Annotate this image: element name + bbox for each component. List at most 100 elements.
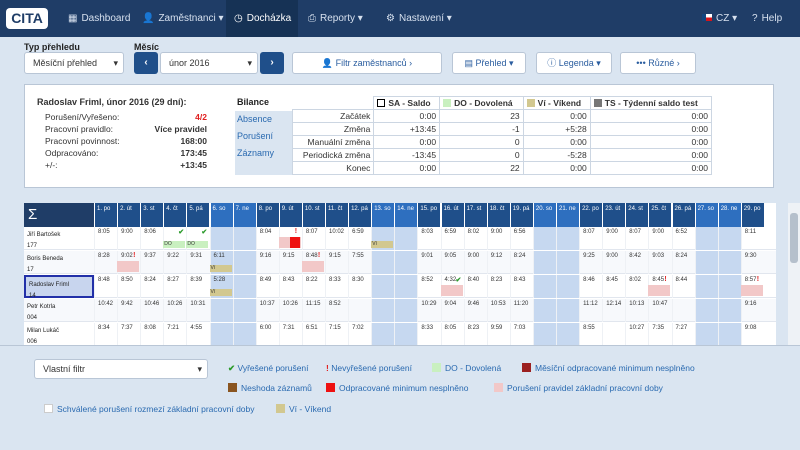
day-cell[interactable]: 9:16 — [740, 299, 764, 322]
day-cell[interactable]: 7:31 — [278, 323, 302, 345]
tab-balance[interactable]: Bilance — [235, 94, 292, 111]
day-cell[interactable]: 9:12 — [486, 251, 510, 274]
employee-cell[interactable]: Jiří Bartošek 177 — [24, 227, 94, 250]
month-select[interactable]: únor 2016 ▾ — [160, 52, 258, 74]
day-cell[interactable] — [232, 275, 256, 298]
day-cell[interactable]: 9:42 — [117, 299, 140, 322]
day-cell[interactable] — [694, 227, 718, 250]
day-cell[interactable]: 9:15 — [325, 251, 348, 274]
employee-cell[interactable]: Milan Lukáč 006 — [24, 323, 94, 345]
day-cell[interactable]: 8:07 — [625, 227, 648, 250]
day-cell[interactable]: 9:00 — [602, 227, 625, 250]
day-cell[interactable]: 6:51 — [301, 323, 325, 345]
day-cell[interactable]: 7:27 — [671, 323, 695, 345]
day-cell[interactable]: 8:23 — [463, 323, 487, 345]
filter-employees-button[interactable]: 👤 Filtr zaměstnanců › — [292, 52, 442, 74]
day-cell[interactable]: 10:02 — [325, 227, 348, 250]
day-cell[interactable]: 10:26 — [278, 299, 302, 322]
legend-button[interactable]: ⓘ Legenda ▾ — [536, 52, 612, 74]
day-cell[interactable]: 8:52 — [417, 275, 440, 298]
day-cell[interactable] — [556, 251, 579, 274]
day-cell[interactable]: 8:03 — [417, 227, 440, 250]
day-cell[interactable]: 8:24 — [671, 251, 695, 274]
day-cell[interactable] — [532, 227, 556, 250]
day-cell[interactable]: 8:05 — [440, 323, 464, 345]
day-cell[interactable]: 8:44 — [671, 275, 695, 298]
day-cell[interactable] — [694, 299, 718, 322]
day-cell[interactable]: 8:52 — [325, 299, 348, 322]
day-cell[interactable]: 10:13 — [625, 299, 648, 322]
tab-absence[interactable]: Absence — [235, 111, 292, 128]
day-cell[interactable]: 8:46 — [579, 275, 602, 298]
day-cell[interactable]: 10:26 — [163, 299, 186, 322]
day-cell[interactable]: 8:02 — [625, 275, 648, 298]
day-cell[interactable]: 8:43 — [278, 275, 302, 298]
day-cell[interactable]: 7:55 — [348, 251, 371, 274]
custom-filter-select[interactable]: Vlastní filtr ▾ — [34, 359, 208, 379]
tab-records[interactable]: Záznamy — [235, 145, 292, 175]
day-cell[interactable] — [394, 299, 418, 322]
day-cell[interactable] — [232, 227, 256, 250]
day-cell[interactable] — [602, 323, 625, 345]
day-cell[interactable]: 8:50 — [117, 275, 140, 298]
nav-employees[interactable]: 👤 Zaměstnanci ▾ — [136, 0, 224, 37]
day-cell[interactable]: 10:42 — [94, 299, 117, 322]
day-cell[interactable]: 8:45 — [602, 275, 625, 298]
day-cell[interactable]: 9:03 — [648, 251, 671, 274]
day-cell[interactable]: 9:15 — [278, 251, 302, 274]
day-cell[interactable] — [394, 275, 418, 298]
day-cell[interactable]: 6:52 — [671, 227, 695, 250]
day-cell[interactable]: 8:22 — [301, 275, 325, 298]
day-cell[interactable] — [717, 323, 741, 345]
prev-month-button[interactable]: ‹ — [134, 52, 158, 74]
day-cell[interactable]: 10:29 — [417, 299, 440, 322]
day-cell[interactable]: 10:46 — [140, 299, 163, 322]
day-cell[interactable]: 8:11 — [740, 227, 764, 250]
employee-cell[interactable]: Petr Kotrla 004 — [24, 299, 94, 322]
day-cell[interactable] — [556, 275, 579, 298]
day-cell[interactable] — [209, 299, 233, 322]
day-cell[interactable]: 9:00 — [463, 251, 487, 274]
day-cell[interactable]: 11:15 — [301, 299, 325, 322]
day-cell[interactable] — [694, 275, 718, 298]
overview-button[interactable]: ▤ Přehled ▾ — [452, 52, 526, 74]
day-cell[interactable]: 8:05 — [94, 227, 117, 250]
day-cell[interactable]: 9:00 — [486, 227, 510, 250]
day-cell[interactable]: 10:47 — [648, 299, 671, 322]
day-cell[interactable] — [532, 299, 556, 322]
next-month-button[interactable]: › — [260, 52, 284, 74]
day-cell[interactable]: 9:00 — [602, 251, 625, 274]
nav-dashboard[interactable]: ▦ Dashboard — [62, 0, 130, 37]
day-cell[interactable]: 8:39 — [186, 275, 209, 298]
day-cell[interactable] — [232, 251, 256, 274]
day-cell[interactable]: 6:59 — [348, 227, 371, 250]
day-cell[interactable]: 10:37 — [255, 299, 279, 322]
day-cell[interactable] — [556, 299, 579, 322]
day-cell[interactable]: 7:02 — [348, 323, 371, 345]
day-cell[interactable]: 8:33 — [325, 275, 348, 298]
day-cell[interactable] — [371, 251, 395, 274]
day-cell[interactable]: 8:04 — [255, 227, 279, 250]
day-cell[interactable]: 8:02 — [463, 227, 487, 250]
day-cell[interactable] — [348, 299, 371, 322]
day-cell[interactable]: 8:30 — [348, 275, 371, 298]
day-cell[interactable] — [371, 323, 395, 345]
day-cell[interactable]: 8:23 — [486, 275, 510, 298]
day-cell[interactable] — [371, 299, 395, 322]
nav-attendance[interactable]: ◷ Docházka — [226, 0, 298, 37]
day-cell[interactable]: 12:14 — [602, 299, 625, 322]
day-cell[interactable]: 9:59 — [486, 323, 510, 345]
day-cell[interactable] — [532, 323, 556, 345]
day-cell[interactable]: 8:08 — [140, 323, 163, 345]
nav-settings[interactable]: ⚙ Nastavení ▾ — [380, 0, 456, 37]
employee-cell[interactable]: Radoslav Friml 14 — [24, 275, 94, 299]
day-cell[interactable]: 8:06 — [140, 227, 163, 250]
day-cell[interactable]: 7:35 — [648, 323, 671, 345]
day-cell[interactable]: 7:21 — [163, 323, 186, 345]
day-cell[interactable]: 10:53 — [486, 299, 510, 322]
day-cell[interactable]: 9:05 — [440, 251, 464, 274]
day-cell[interactable]: 6:00 — [255, 323, 279, 345]
day-cell[interactable] — [694, 323, 718, 345]
day-cell[interactable]: 8:07 — [301, 227, 325, 250]
day-cell[interactable]: 9:08 — [740, 323, 764, 345]
